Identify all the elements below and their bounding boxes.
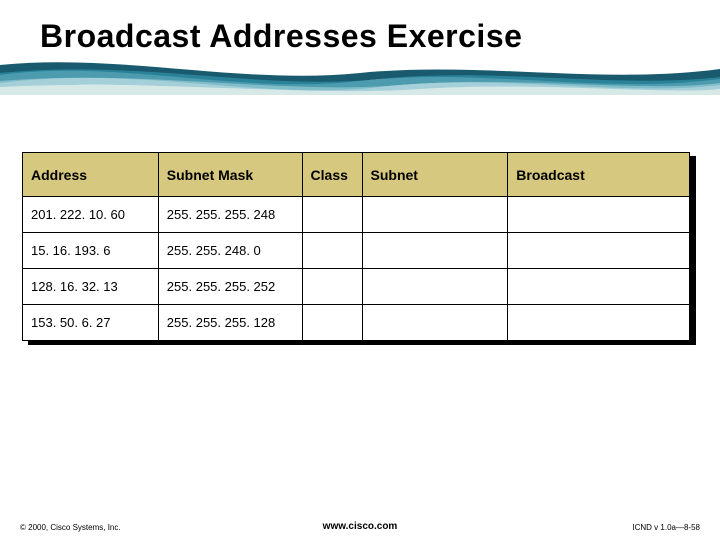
col-header-mask: Subnet Mask (158, 153, 302, 197)
cell-address: 201. 222. 10. 60 (23, 197, 159, 233)
cell-class (302, 233, 362, 269)
cell-class (302, 269, 362, 305)
cell-mask: 255. 255. 255. 248 (158, 197, 302, 233)
cell-subnet (362, 305, 508, 341)
cell-class (302, 197, 362, 233)
footer: © 2000, Cisco Systems, Inc. www.cisco.co… (0, 523, 720, 532)
cell-broadcast (508, 305, 690, 341)
footer-url: www.cisco.com (0, 521, 720, 532)
wave-divider (0, 59, 720, 95)
table-row: 15. 16. 193. 6 255. 255. 248. 0 (23, 233, 690, 269)
table-header-row: Address Subnet Mask Class Subnet Broadca… (23, 153, 690, 197)
cell-address: 15. 16. 193. 6 (23, 233, 159, 269)
cell-mask: 255. 255. 255. 252 (158, 269, 302, 305)
table-row: 128. 16. 32. 13 255. 255. 255. 252 (23, 269, 690, 305)
cell-address: 153. 50. 6. 27 (23, 305, 159, 341)
slide-title: Broadcast Addresses Exercise (40, 18, 680, 55)
exercise-table: Address Subnet Mask Class Subnet Broadca… (22, 152, 690, 341)
col-header-broadcast: Broadcast (508, 153, 690, 197)
cell-broadcast (508, 269, 690, 305)
table-row: 201. 222. 10. 60 255. 255. 255. 248 (23, 197, 690, 233)
col-header-subnet: Subnet (362, 153, 508, 197)
cell-mask: 255. 255. 255. 128 (158, 305, 302, 341)
cell-broadcast (508, 233, 690, 269)
cell-class (302, 305, 362, 341)
cell-mask: 255. 255. 248. 0 (158, 233, 302, 269)
cell-subnet (362, 197, 508, 233)
cell-broadcast (508, 197, 690, 233)
table-row: 153. 50. 6. 27 255. 255. 255. 128 (23, 305, 690, 341)
cell-subnet (362, 233, 508, 269)
cell-subnet (362, 269, 508, 305)
col-header-class: Class (302, 153, 362, 197)
col-header-address: Address (23, 153, 159, 197)
cell-address: 128. 16. 32. 13 (23, 269, 159, 305)
